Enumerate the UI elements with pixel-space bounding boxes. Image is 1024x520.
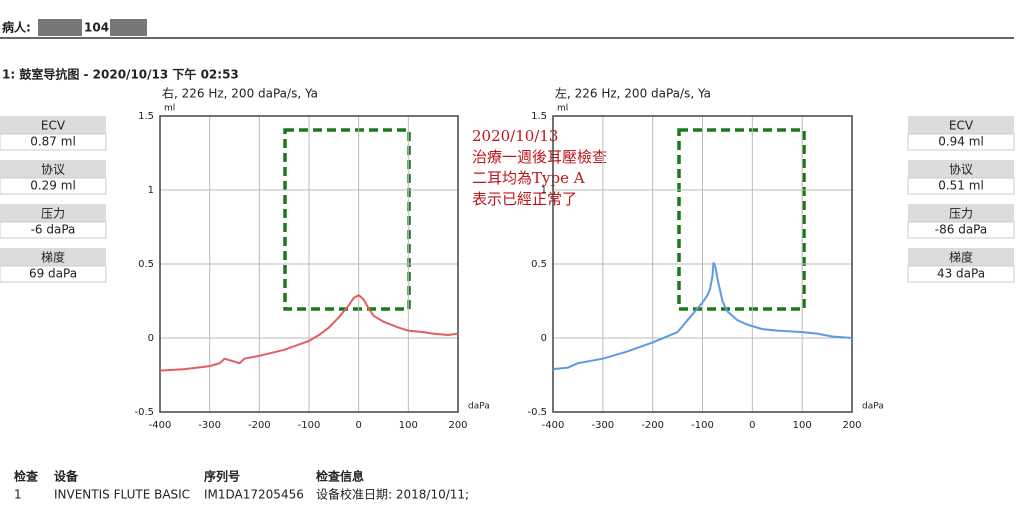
metric-label: 梯度 (41, 250, 65, 265)
metric-label-box (908, 204, 1014, 222)
tympanogram-line (552, 262, 853, 371)
annotation-line: 2020/10/13 (472, 127, 558, 145)
y-tick-label: 1 (148, 185, 154, 196)
metric-value-box (907, 133, 1015, 151)
metric-value-box (907, 177, 1015, 195)
metric-label: ECV (41, 119, 66, 133)
metric-value-box (0, 133, 107, 151)
metric-value: 0.29 ml (30, 179, 76, 193)
y-tick-label: 0 (148, 333, 154, 344)
tympanogram-line (159, 293, 459, 372)
metric-value: 43 daPa (937, 267, 985, 281)
metric-value: -6 daPa (31, 223, 76, 237)
x-axis-label: daPa (468, 402, 490, 412)
annotation-line: 二耳均為Type A (472, 169, 585, 187)
table-header: 序列号 (204, 469, 240, 484)
metric-label: 梯度 (949, 250, 973, 265)
annotation-line: 治療一週後耳壓檢查 (472, 148, 607, 166)
x-tick-label: 100 (399, 420, 418, 431)
y-tick-label: 1.5 (531, 111, 547, 122)
metric-label-box (0, 116, 106, 134)
x-tick-label: 200 (842, 420, 861, 431)
section-title: 1: 鼓室导抗图 - 2020/10/13 下午 02:53 (2, 67, 239, 82)
metric-label: 压力 (949, 207, 973, 221)
y-tick-label: 0.5 (531, 259, 547, 270)
metric-value-box (0, 177, 107, 195)
patient-id: 104 (84, 21, 109, 35)
table-cell: 设备校准日期: 2018/10/11; (316, 487, 469, 502)
metric-label-box (0, 248, 106, 266)
metric-label-box (0, 160, 106, 178)
x-tick-label: 0 (355, 420, 361, 431)
annotation-line: 表示已經正常了 (472, 190, 577, 208)
x-axis-label: daPa (862, 402, 884, 412)
metric-value: 0.87 ml (30, 135, 76, 149)
x-tick-label: 200 (448, 420, 467, 431)
table-cell: IM1DA17205456 (204, 488, 304, 502)
x-tick-label: -100 (691, 420, 714, 431)
y-tick-label: 1 (541, 185, 547, 196)
metric-label-box (0, 204, 106, 222)
metric-value: 69 daPa (29, 267, 77, 281)
table-header: 检查 (14, 469, 39, 484)
highlight-box (283, 128, 411, 311)
plot-border (159, 115, 459, 413)
plot-border (552, 115, 853, 413)
table-cell: 1 (14, 488, 22, 502)
metric-label-box (908, 160, 1014, 178)
table-cell: INVENTIS FLUTE BASIC (54, 488, 190, 502)
metric-value: 0.51 ml (938, 179, 984, 193)
y-axis-label: ml (557, 104, 568, 114)
y-tick-label: -0.5 (527, 407, 547, 418)
x-tick-label: -400 (149, 420, 172, 431)
x-tick-label: -200 (641, 420, 664, 431)
chart-subtitle: 左, 226 Hz, 200 daPa/s, Ya (555, 86, 711, 101)
metric-label: ECV (949, 119, 974, 133)
metric-label: 协议 (41, 162, 65, 177)
x-tick-label: -200 (248, 420, 271, 431)
x-tick-label: -100 (298, 420, 321, 431)
patient-label: 病人: (2, 20, 31, 35)
metric-label-box (908, 248, 1014, 266)
y-axis-label: ml (164, 104, 175, 114)
redaction (38, 19, 82, 36)
table-header: 检查信息 (316, 469, 364, 484)
y-tick-label: 0.5 (138, 259, 154, 270)
metric-value: 0.94 ml (938, 135, 984, 149)
y-tick-label: -0.5 (134, 407, 154, 418)
y-tick-label: 1.5 (138, 111, 154, 122)
redaction (110, 19, 147, 36)
x-tick-label: -300 (198, 420, 221, 431)
x-tick-label: 0 (749, 420, 755, 431)
metric-value-box (0, 221, 107, 239)
metric-label: 压力 (41, 207, 65, 221)
metric-value-box (907, 221, 1015, 239)
x-tick-label: 100 (793, 420, 812, 431)
metric-value-box (907, 265, 1015, 283)
metric-label: 协议 (949, 162, 973, 177)
table-header: 设备 (54, 469, 79, 484)
chart-subtitle: 右, 226 Hz, 200 daPa/s, Ya (162, 86, 318, 101)
y-tick-label: 0 (541, 333, 547, 344)
metric-value: -86 daPa (935, 223, 987, 237)
x-tick-label: -300 (591, 420, 614, 431)
highlight-box (677, 128, 806, 311)
metric-value-box (0, 265, 107, 283)
metric-label-box (908, 116, 1014, 134)
x-tick-label: -400 (542, 420, 565, 431)
